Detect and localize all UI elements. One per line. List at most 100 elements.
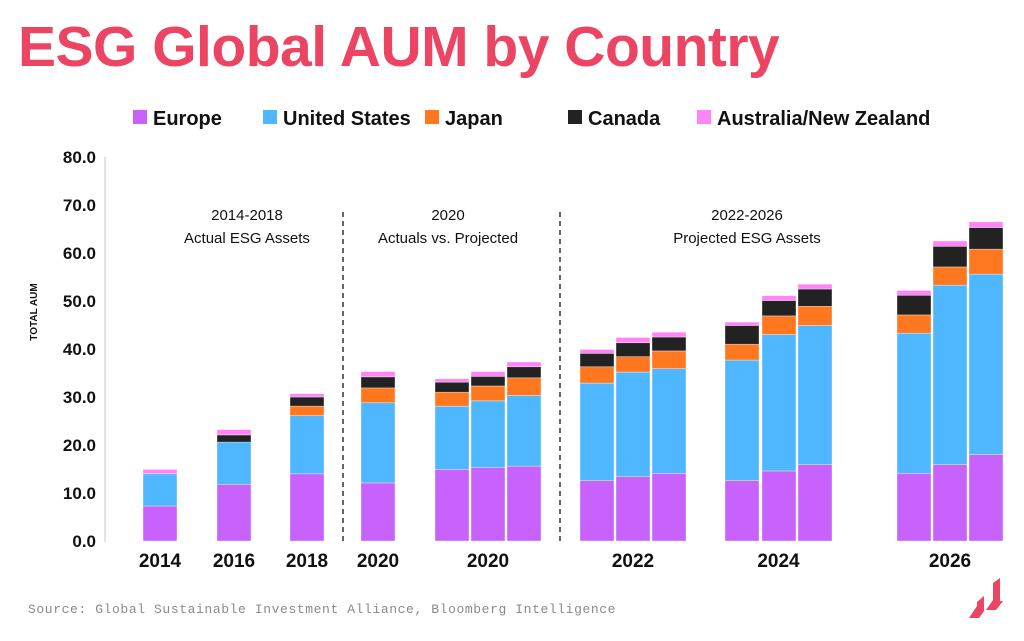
- bar-segment-united-states: [761, 334, 797, 472]
- bar-segment-canada: [724, 325, 760, 345]
- y-tick-label: 40.0: [63, 340, 96, 359]
- bar-segment-japan: [968, 248, 1004, 275]
- x-tick-label: 2020: [357, 551, 399, 572]
- y-tick-label: 0.0: [72, 532, 96, 551]
- bar-segment-japan: [289, 405, 325, 417]
- bar-segment-united-states: [615, 371, 651, 477]
- bar-segment-canada: [360, 376, 396, 389]
- bar-segment-australia-new-zealand: [797, 283, 833, 290]
- bar-segment-europe: [579, 480, 615, 542]
- annotation-line2: Projected ESG Assets: [673, 230, 821, 247]
- legend-swatch: [133, 110, 147, 124]
- y-tick-label: 50.0: [63, 292, 96, 311]
- bar-segment-united-states: [470, 400, 506, 468]
- bar-segment-australia-new-zealand: [506, 361, 542, 368]
- bar-segment-australia-new-zealand: [932, 240, 968, 247]
- bar-segment-australia-new-zealand: [434, 378, 470, 383]
- bar-segment-europe: [724, 480, 760, 542]
- bar-segment-canada: [615, 342, 651, 357]
- bar-segment-europe: [932, 464, 968, 542]
- logo-mark: [969, 596, 984, 618]
- bar-segment-united-states: [932, 284, 968, 465]
- y-tick-label: 10.0: [63, 484, 96, 503]
- bar-segment-japan: [434, 391, 470, 407]
- x-tick-label: 2016: [213, 551, 255, 572]
- bar-segment-canada: [434, 381, 470, 393]
- bar-segment-australia-new-zealand: [615, 337, 651, 344]
- bar-segment-japan: [932, 266, 968, 286]
- annotation-line2: Actuals vs. Projected: [378, 230, 518, 247]
- legend-swatch: [568, 110, 582, 124]
- bar-segment-united-states: [289, 415, 325, 475]
- bar-segment-europe: [142, 505, 178, 542]
- y-tick-label: 80.0: [63, 148, 96, 167]
- bar-segment-europe: [896, 473, 932, 542]
- bar-segment-europe: [216, 484, 252, 542]
- bar-segment-japan: [797, 305, 833, 326]
- legend-label: Canada: [588, 108, 661, 130]
- bar-segment-united-states: [142, 473, 178, 507]
- bar-segment-japan: [896, 314, 932, 334]
- bar-segment-canada: [216, 434, 252, 443]
- bar-segment-europe: [506, 465, 542, 542]
- bar-segment-australia-new-zealand: [968, 221, 1004, 228]
- legend-swatch: [263, 110, 277, 124]
- bar-segment-united-states: [506, 395, 542, 467]
- bar-segment-australia-new-zealand: [651, 331, 687, 338]
- bar-segment-canada: [506, 366, 542, 379]
- bar-segment-canada: [797, 288, 833, 307]
- y-axis-label: TOTAL AUM: [29, 283, 40, 340]
- bar-segment-canada: [968, 227, 1004, 250]
- bar-segment-japan: [579, 366, 615, 384]
- bar-segment-united-states: [896, 332, 932, 474]
- bar-segment-australia-new-zealand: [896, 290, 932, 296]
- bar-segment-united-states: [797, 325, 833, 465]
- bar-segment-australia-new-zealand: [289, 393, 325, 398]
- bar-segment-japan: [360, 387, 396, 404]
- logo-mark: [986, 578, 1003, 610]
- bar-segment-australia-new-zealand: [216, 429, 252, 436]
- annotation-line1: 2022-2026: [711, 207, 783, 224]
- bar-segment-united-states: [579, 382, 615, 481]
- bar-segment-europe: [289, 473, 325, 542]
- bar-segment-japan: [724, 343, 760, 361]
- legend-swatch: [425, 110, 439, 124]
- bar-segment-canada: [289, 396, 325, 407]
- bar-segment-europe: [761, 470, 797, 542]
- legend-label: Australia/New Zealand: [717, 108, 930, 130]
- x-tick-label: 2024: [757, 551, 800, 572]
- bar-segment-canada: [932, 245, 968, 268]
- bar-segment-europe: [360, 482, 396, 542]
- bar-segment-canada: [651, 336, 687, 352]
- x-tick-label: 2020: [467, 551, 509, 572]
- bar-segment-australia-new-zealand: [142, 469, 178, 475]
- bar-segment-australia-new-zealand: [470, 371, 506, 377]
- bar-segment-japan: [615, 356, 651, 373]
- y-tick-label: 60.0: [63, 244, 96, 263]
- bar-segment-canada: [579, 353, 615, 368]
- legend-label: Japan: [445, 108, 503, 130]
- x-tick-label: 2014: [139, 551, 182, 572]
- bar-segment-australia-new-zealand: [724, 321, 760, 326]
- y-tick-label: 30.0: [63, 388, 96, 407]
- bar-segment-japan: [651, 350, 687, 369]
- legend-swatch: [697, 110, 711, 124]
- bar-segment-canada: [470, 376, 506, 387]
- bar-segment-canada: [896, 294, 932, 316]
- bar-segment-europe: [968, 454, 1004, 542]
- bar-segment-europe: [797, 464, 833, 542]
- bar-segment-united-states: [724, 359, 760, 481]
- bar-segment-united-states: [360, 402, 396, 484]
- annotation-line2: Actual ESG Assets: [184, 230, 310, 247]
- bar-segment-australia-new-zealand: [761, 295, 797, 301]
- x-tick-label: 2022: [612, 551, 654, 572]
- bar-segment-japan: [761, 315, 797, 335]
- chart-title: ESG Global AUM by Country: [18, 15, 780, 79]
- source-note: Source: Global Sustainable Investment Al…: [28, 602, 617, 617]
- bar-segment-japan: [506, 377, 542, 396]
- legend-label: United States: [283, 108, 411, 130]
- legend-label: Europe: [153, 108, 222, 130]
- bar-segment-japan: [470, 385, 506, 402]
- bar-segment-united-states: [216, 441, 252, 485]
